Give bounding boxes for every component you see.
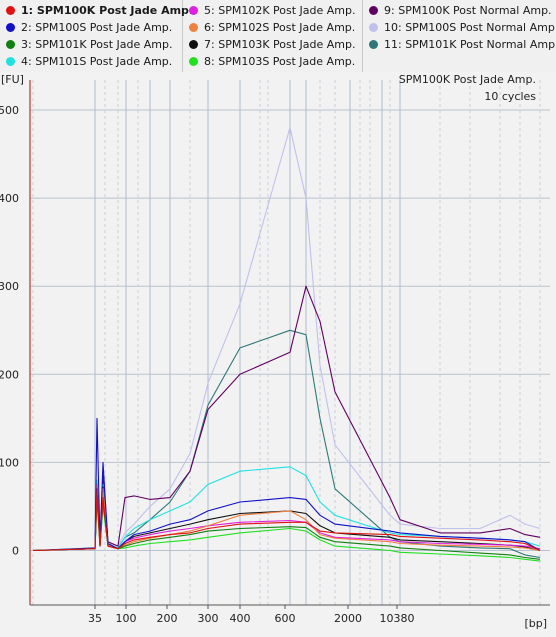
x-tick-label: 300: [198, 612, 219, 625]
y-axis-label: [FU]: [1, 73, 24, 86]
series-line: [32, 483, 541, 552]
y-tick-labels: 0 100 200 300 400 500: [0, 104, 19, 558]
series-color-dot: [189, 23, 198, 32]
legend-item-label: 4: SPM101S Post Jade Amp.: [21, 55, 173, 68]
series-line: [32, 417, 541, 552]
series-color-dot: [6, 40, 15, 49]
y-tick-label: 100: [0, 456, 19, 469]
x-tick-label: 600: [275, 612, 296, 625]
legend-item-label: 9: SPM100K Post Normal Amp.: [384, 4, 552, 17]
x-tick-labels: 35 100 200 300 400 600 2000 10380: [88, 605, 415, 625]
x-tick-label: 200: [157, 612, 178, 625]
x-tick-label: 10380: [380, 612, 415, 625]
y-tick-label: 400: [0, 192, 19, 205]
legend-item-label: 5: SPM102K Post Jade Amp.: [204, 4, 356, 17]
electropherogram-chart: 0 100 200 300 400 500 35 100 200 300 400 600 2000 10…: [0, 72, 556, 637]
legend-item-label: 2: SPM100S Post Jade Amp.: [21, 21, 173, 34]
series-color-dot: [189, 40, 198, 49]
legend-column-2: 5: SPM102K Post Jade Amp. 6: SPM102S Pos…: [183, 0, 363, 72]
legend-column-1: 1: SPM100K Post Jade Amp. 2: SPM100S Pos…: [0, 0, 193, 72]
chart-annotation-line-2: 10 cycles: [484, 90, 536, 103]
series-color-dot: [189, 6, 198, 15]
series-color-dot: [369, 6, 378, 15]
x-tick-label: 100: [116, 612, 137, 625]
legend-item-label: 6: SPM102S Post Jade Amp.: [204, 21, 356, 34]
chart-annotation-line-1: SPM100K Post Jade Amp.: [399, 73, 536, 86]
legend-item-label: 3: SPM101K Post Jade Amp.: [21, 38, 173, 51]
grid: [30, 80, 550, 605]
x-tick-label: 2000: [334, 612, 362, 625]
series-color-dot: [6, 57, 15, 66]
x-axis-label: [bp]: [524, 617, 547, 630]
x-tick-label: 400: [230, 612, 251, 625]
series-line: [32, 483, 541, 552]
y-tick-label: 0: [12, 545, 19, 558]
series-color-dot: [6, 6, 15, 15]
legend-item-label: 8: SPM103S Post Jade Amp.: [204, 55, 356, 68]
series-line: [32, 488, 541, 552]
series-color-dot: [189, 57, 198, 66]
y-tick-label: 500: [0, 104, 19, 117]
legend-item-label: 1: SPM100K Post Jade Amp.: [21, 4, 194, 17]
series-color-dot: [369, 40, 378, 49]
legend-item-label: 7: SPM103K Post Jade Amp.: [204, 38, 356, 51]
y-tick-label: 300: [0, 280, 19, 293]
legend-column-3: 9: SPM100K Post Normal Amp. 10: SPM100S …: [363, 0, 556, 72]
series-color-dot: [369, 23, 378, 32]
y-tick-label: 200: [0, 368, 19, 381]
series-lines: [32, 127, 541, 562]
x-tick-label: 35: [88, 612, 102, 625]
legend-item-label: 10: SPM100S Post Normal Amp.: [384, 21, 556, 34]
series-color-dot: [6, 23, 15, 32]
legend-panel: 1: SPM100K Post Jade Amp. 2: SPM100S Pos…: [0, 0, 556, 73]
legend-item-label: 11: SPM101K Post Normal Amp.: [384, 38, 556, 51]
